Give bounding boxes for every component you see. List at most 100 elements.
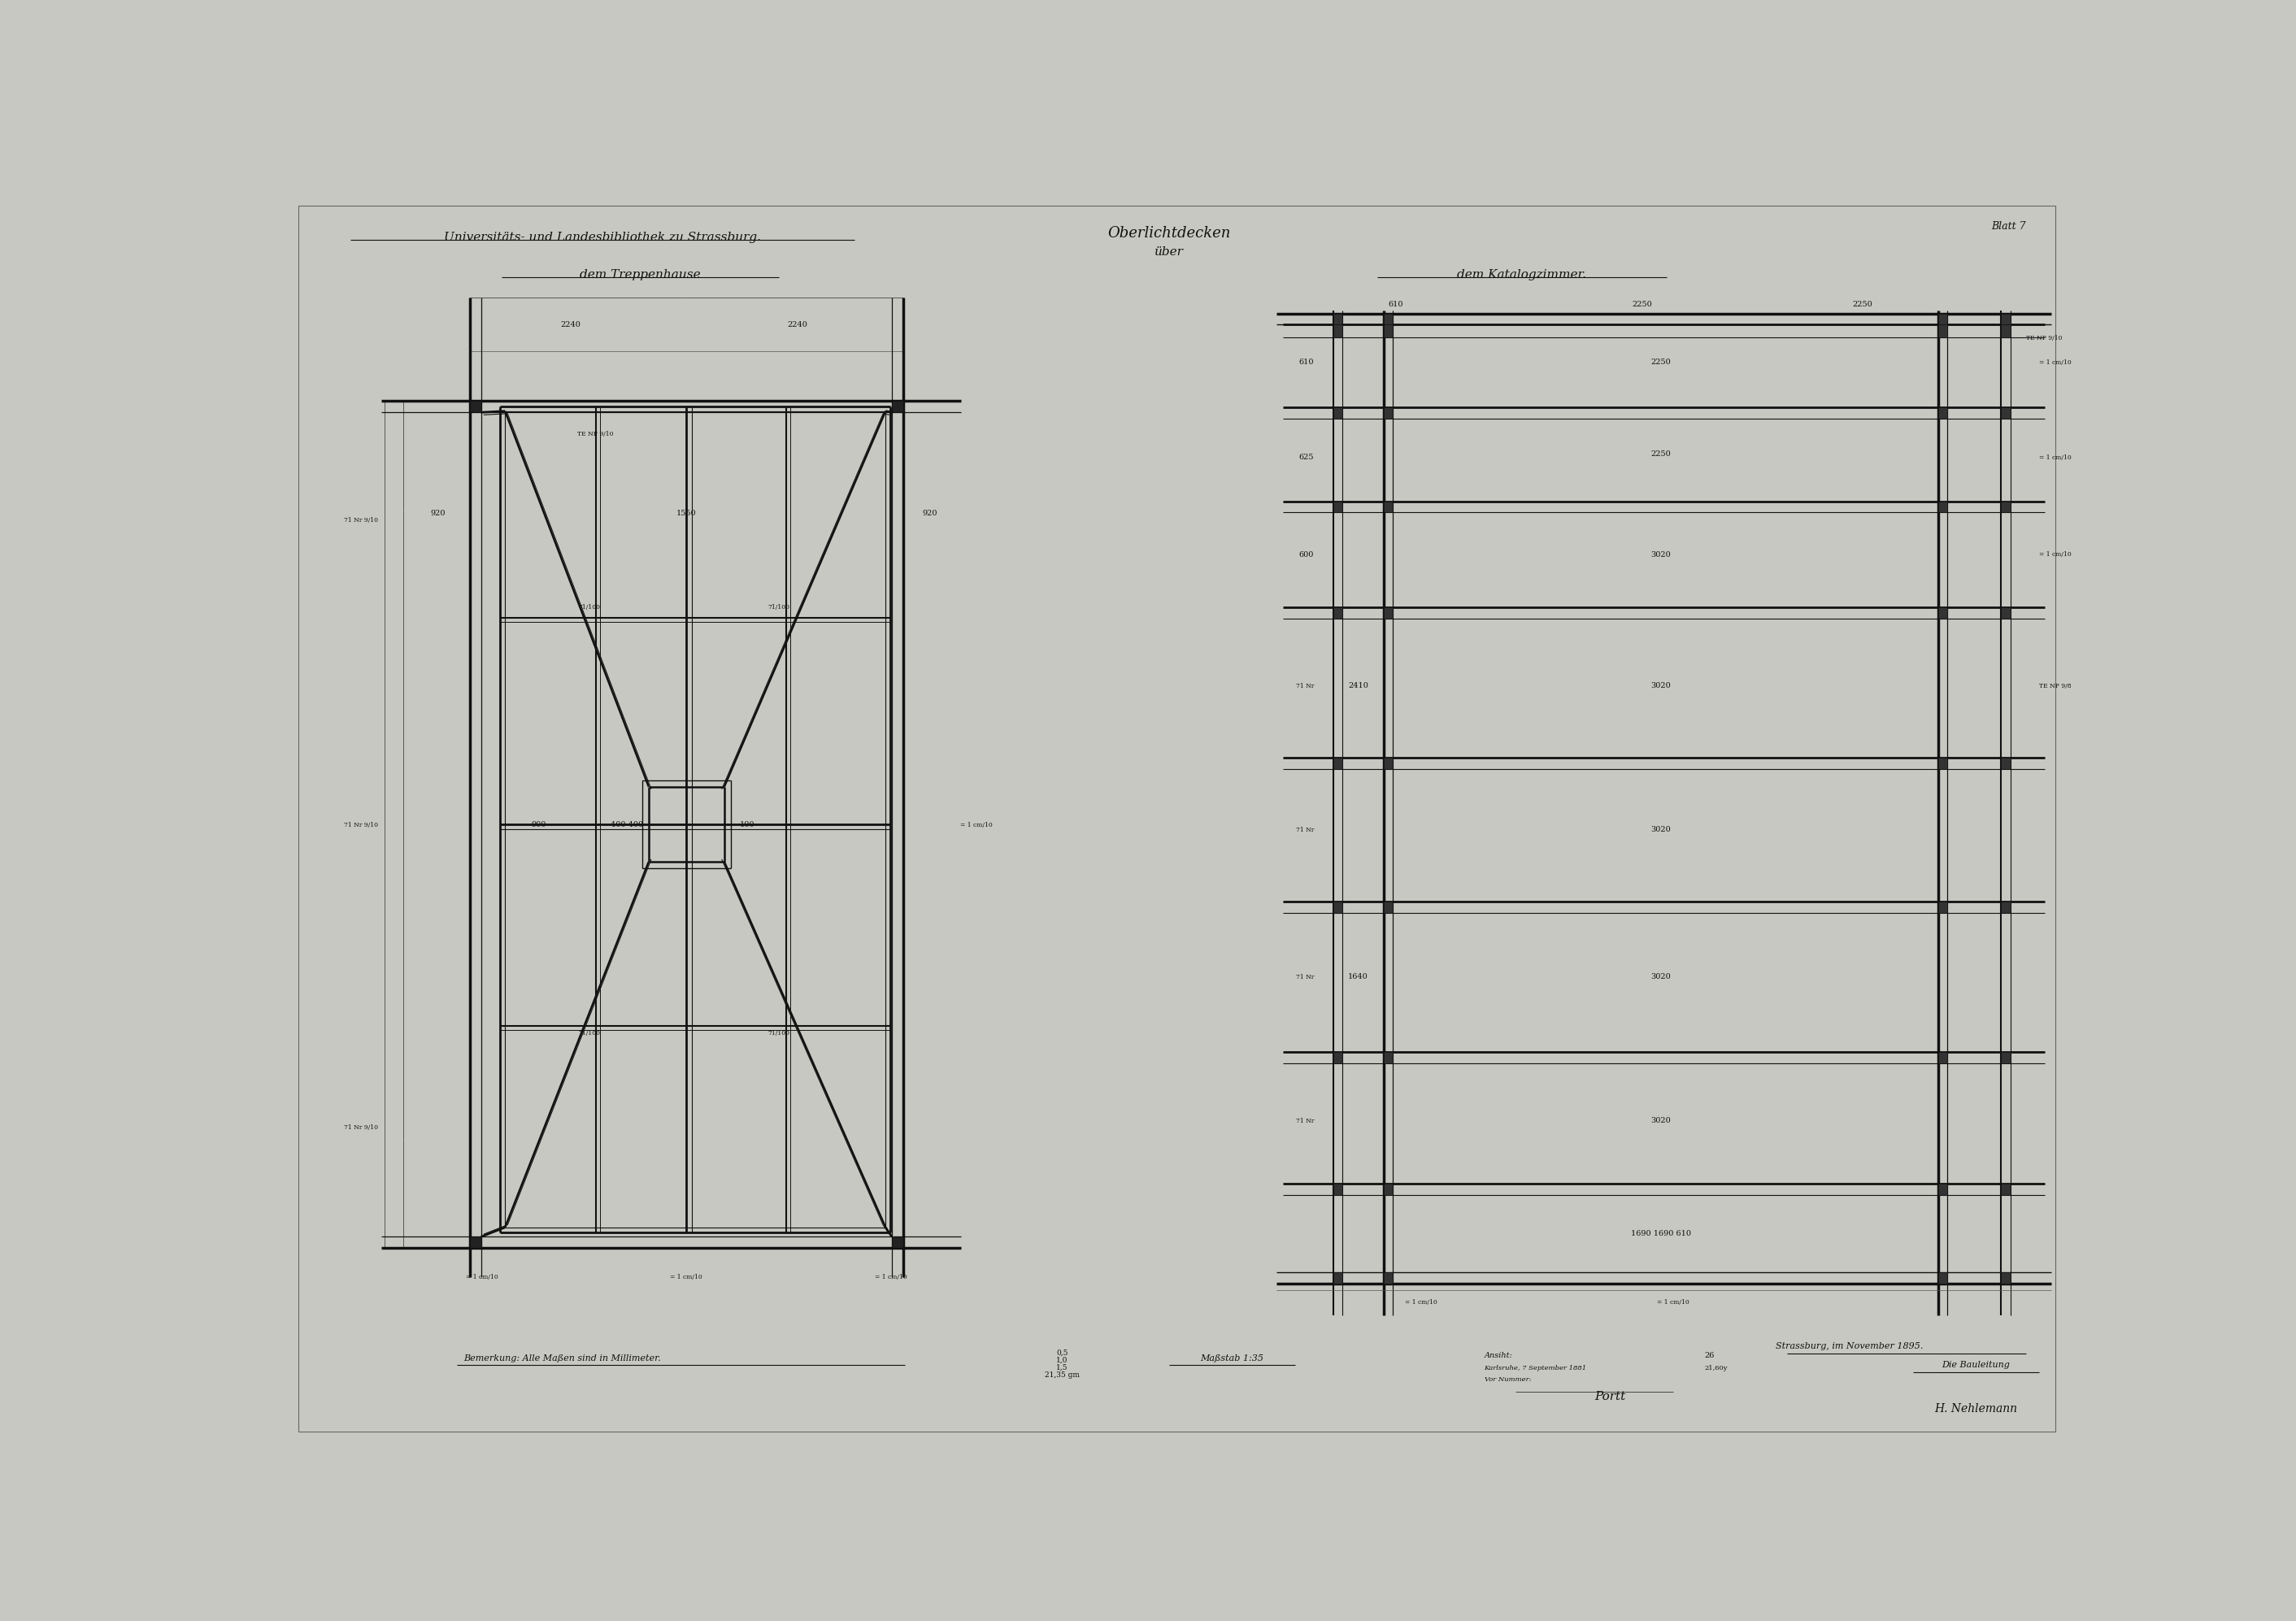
Bar: [1334, 1183, 1343, 1195]
Bar: [1938, 324, 1947, 337]
Bar: [1938, 1052, 1947, 1063]
Text: 920: 920: [432, 511, 445, 517]
Bar: [1938, 407, 1947, 418]
Text: TE NP 9/8: TE NP 9/8: [2039, 682, 2071, 689]
Text: Bemerkung: Alle Maßen sind in Millimeter.: Bemerkung: Alle Maßen sind in Millimeter…: [464, 1355, 661, 1363]
Bar: [1334, 501, 1343, 512]
Bar: [1334, 608, 1343, 619]
Text: 71 Nr 9/10: 71 Nr 9/10: [344, 517, 379, 524]
Text: = 1 cm/10: = 1 cm/10: [2039, 454, 2071, 460]
Bar: [1334, 407, 1343, 418]
Text: 400 400: 400 400: [611, 822, 643, 828]
Bar: [1384, 313, 1394, 324]
Text: 71/100: 71/100: [767, 1029, 790, 1036]
Text: = 1 cm/10: = 1 cm/10: [466, 1274, 498, 1281]
Text: 1,0: 1,0: [1056, 1357, 1068, 1363]
Text: Universitäts- und Landesbibliothek zu Strassburg.: Universitäts- und Landesbibliothek zu St…: [443, 232, 760, 243]
Bar: [2000, 759, 2011, 768]
Text: H. Nehlemann: H. Nehlemann: [1933, 1404, 2018, 1415]
Text: Maßstab 1:35: Maßstab 1:35: [1201, 1355, 1263, 1363]
Text: = 1 cm/10: = 1 cm/10: [2039, 551, 2071, 558]
Text: 71 Nr: 71 Nr: [1295, 974, 1313, 981]
Bar: [1334, 759, 1343, 768]
Bar: [471, 400, 482, 412]
Text: 71/100: 71/100: [579, 605, 602, 611]
Text: 610: 610: [1300, 358, 1313, 366]
Text: = 1 cm/10: = 1 cm/10: [670, 1274, 703, 1281]
Text: Karlsruhe, 7 September 1881: Karlsruhe, 7 September 1881: [1483, 1365, 1587, 1371]
Bar: [1938, 1272, 1947, 1284]
Bar: [1334, 1052, 1343, 1063]
Text: Ansiht:: Ansiht:: [1483, 1352, 1513, 1360]
Bar: [1384, 324, 1394, 337]
Text: 2250: 2250: [1651, 451, 1671, 459]
Bar: [2000, 407, 2011, 418]
Text: = 1 cm/10: = 1 cm/10: [875, 1274, 907, 1281]
Text: 71/100: 71/100: [579, 1029, 602, 1036]
Text: TE NP 9/10: TE NP 9/10: [579, 431, 613, 438]
Text: 1690 1690 610: 1690 1690 610: [1630, 1230, 1690, 1237]
Text: 3020: 3020: [1651, 973, 1671, 981]
Text: Die Bauleitung: Die Bauleitung: [1942, 1362, 2009, 1370]
Text: 2240: 2240: [788, 321, 808, 329]
Text: 71 Nr 9/10: 71 Nr 9/10: [344, 822, 379, 828]
Bar: [1938, 608, 1947, 619]
Bar: [1334, 901, 1343, 913]
Text: 26: 26: [1704, 1352, 1715, 1360]
Bar: [1384, 608, 1394, 619]
Bar: [1384, 1272, 1394, 1284]
Text: 71 Nr: 71 Nr: [1295, 1118, 1313, 1125]
Text: = 1 cm/10: = 1 cm/10: [1405, 1298, 1437, 1307]
Bar: [1938, 501, 1947, 512]
Bar: [1938, 313, 1947, 324]
Text: = 1 cm/10: = 1 cm/10: [1658, 1298, 1690, 1307]
Text: Oberlichtdecken: Oberlichtdecken: [1107, 225, 1231, 240]
Text: 920: 920: [923, 511, 937, 517]
Text: über: über: [1155, 246, 1185, 258]
Text: 3020: 3020: [1651, 827, 1671, 833]
Text: TE NP 9/10: TE NP 9/10: [2025, 336, 2062, 342]
Text: dem Treppenhause: dem Treppenhause: [579, 269, 700, 280]
Bar: [1334, 313, 1343, 324]
Bar: [891, 1237, 902, 1248]
Bar: [1384, 901, 1394, 913]
Text: 3020: 3020: [1651, 1117, 1671, 1125]
Text: Portt: Portt: [1596, 1391, 1626, 1402]
Bar: [2000, 1052, 2011, 1063]
Text: Blatt 7: Blatt 7: [1991, 220, 2025, 232]
Bar: [1384, 501, 1394, 512]
Text: 21,60y: 21,60y: [1704, 1365, 1729, 1371]
Bar: [2000, 313, 2011, 324]
Text: 71/100: 71/100: [767, 605, 790, 611]
Bar: [2000, 501, 2011, 512]
Bar: [2000, 324, 2011, 337]
Text: 1550: 1550: [677, 511, 696, 517]
Text: 3020: 3020: [1651, 682, 1671, 689]
Bar: [471, 1237, 482, 1248]
Text: 21,35 gm: 21,35 gm: [1045, 1371, 1079, 1379]
Text: 100: 100: [739, 822, 755, 828]
Bar: [2000, 1183, 2011, 1195]
Bar: [2000, 608, 2011, 619]
Bar: [1384, 759, 1394, 768]
Text: 2250: 2250: [1853, 300, 1871, 308]
Text: dem Katalogzimmer.: dem Katalogzimmer.: [1458, 269, 1587, 280]
Text: = 1 cm/10: = 1 cm/10: [2039, 358, 2071, 365]
Text: 71 Nr 9/10: 71 Nr 9/10: [344, 1123, 379, 1130]
Text: 1,5: 1,5: [1056, 1363, 1068, 1371]
Bar: [1384, 1183, 1394, 1195]
Text: 2410: 2410: [1348, 682, 1368, 689]
Text: 610: 610: [1389, 300, 1403, 308]
Text: 600: 600: [1300, 551, 1313, 558]
Bar: [1384, 1052, 1394, 1063]
Bar: [1938, 901, 1947, 913]
Text: 71 Nr: 71 Nr: [1295, 827, 1313, 833]
Bar: [1384, 407, 1394, 418]
Text: Strassburg, im November 1895.: Strassburg, im November 1895.: [1775, 1342, 1924, 1350]
Text: 900: 900: [533, 822, 546, 828]
Bar: [2000, 1272, 2011, 1284]
Text: 2250: 2250: [1651, 358, 1671, 366]
Text: 2240: 2240: [560, 321, 581, 329]
Bar: [1334, 1272, 1343, 1284]
Text: 71 Nr: 71 Nr: [1295, 682, 1313, 689]
